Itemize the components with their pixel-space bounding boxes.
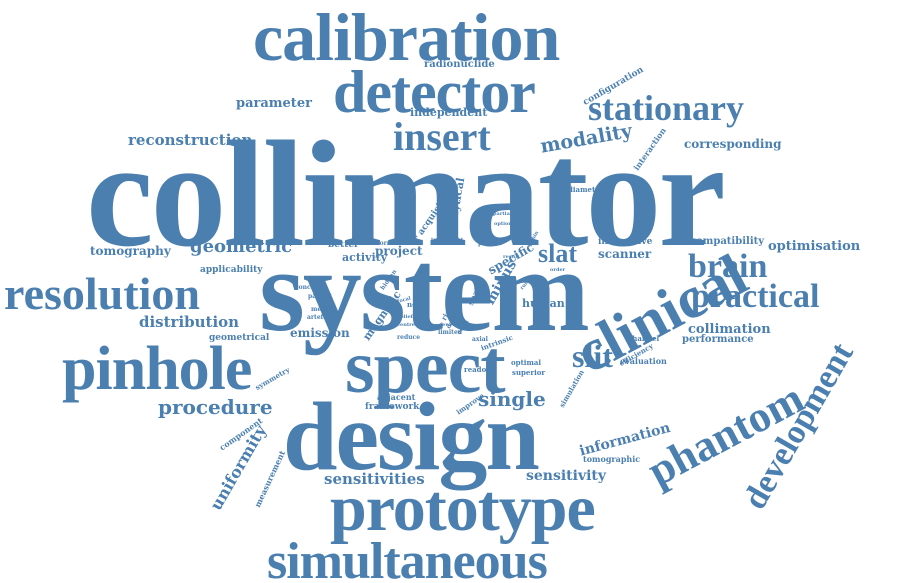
word-diameter: diameter: [568, 185, 604, 194]
word-slat: slat: [538, 239, 577, 268]
word-simulation: simulation: [557, 368, 586, 409]
word-distribution: distribution: [139, 313, 240, 331]
word-geometrical: geometrical: [209, 333, 270, 343]
word-optimal: optimal: [511, 358, 542, 367]
word-brain: brain: [688, 248, 768, 285]
word-better: better: [328, 240, 359, 250]
word-calibration: calibration: [253, 0, 560, 75]
word-artefact: artefact: [307, 314, 334, 321]
word-activity: activity: [342, 251, 388, 264]
word-limited: limited: [438, 329, 462, 336]
word-patient: patient: [308, 293, 333, 300]
word-stationary: stationary: [588, 88, 744, 128]
word-result: result: [503, 254, 520, 260]
word-applicability: applicability: [200, 265, 263, 275]
word-noise: noise: [407, 300, 428, 309]
word-photon: photon: [478, 240, 502, 247]
word-scanner: scanner: [598, 247, 652, 261]
word-geometric: geometric: [190, 236, 293, 257]
word-collimation: collimation: [688, 322, 771, 337]
word-simultaneous: simultaneous: [267, 533, 548, 583]
word-system: system: [259, 225, 590, 356]
word-concept: concept: [295, 284, 322, 291]
word-sensitivity: sensitivity: [526, 468, 607, 484]
word-adjacent: adjacent: [377, 392, 416, 402]
word-design: design: [283, 383, 540, 491]
word-centre: centre: [397, 322, 415, 328]
word-pinhole: pinhole: [62, 335, 252, 403]
word-axial: axial: [472, 336, 488, 343]
word-evaluation: evaluation: [620, 356, 667, 366]
word-fewer: fewer: [440, 322, 456, 328]
word-corresponding: corresponding: [684, 137, 782, 151]
word-sight: sight: [449, 237, 464, 243]
word-sensitivities: sensitivities: [324, 470, 425, 488]
word-project: project: [375, 244, 423, 258]
word-tomographic: tomographic: [583, 454, 641, 464]
word-human: human: [522, 297, 565, 310]
word-option: option: [494, 221, 513, 227]
word-collimator: collimator: [86, 110, 726, 278]
word-practical: practical: [691, 278, 820, 315]
word-target: target: [431, 237, 449, 243]
word-detector: detector: [333, 59, 536, 125]
word-belief: belief: [397, 314, 413, 320]
word-readout: readout: [464, 365, 495, 374]
word-order: order: [550, 267, 566, 273]
word-reconstruction: reconstruction: [128, 131, 253, 149]
word-method: method: [311, 306, 337, 313]
word-independent: independent: [410, 106, 488, 119]
word-spect: spect: [345, 325, 506, 409]
word-slit: slit: [572, 338, 613, 374]
word-compatibility: compatibility: [690, 236, 765, 247]
word-insert: insert: [393, 114, 491, 159]
word-channel: channel: [628, 334, 660, 343]
word-tomography: tomography: [90, 244, 171, 258]
word-emission: emission: [290, 326, 350, 340]
word-partial: partial: [493, 211, 512, 217]
word-measurement: measurement: [252, 448, 288, 509]
word-superior: superior: [512, 368, 546, 377]
word-optimisation: optimisation: [768, 239, 861, 254]
word-parameter: parameter: [236, 96, 312, 111]
word-uniform: uniform: [366, 240, 394, 247]
word-framework: framework: [365, 402, 420, 412]
word-performance: performance: [682, 334, 754, 345]
word-resolution: resolution: [4, 268, 200, 319]
word-single: single: [478, 387, 546, 411]
word-insensitive: insensitive: [598, 237, 653, 247]
word-procedure: procedure: [158, 395, 273, 419]
word-prototype: prototype: [330, 472, 596, 545]
word-reduce: reduce: [397, 334, 421, 341]
word-radionuclide: radionuclide: [424, 59, 495, 70]
